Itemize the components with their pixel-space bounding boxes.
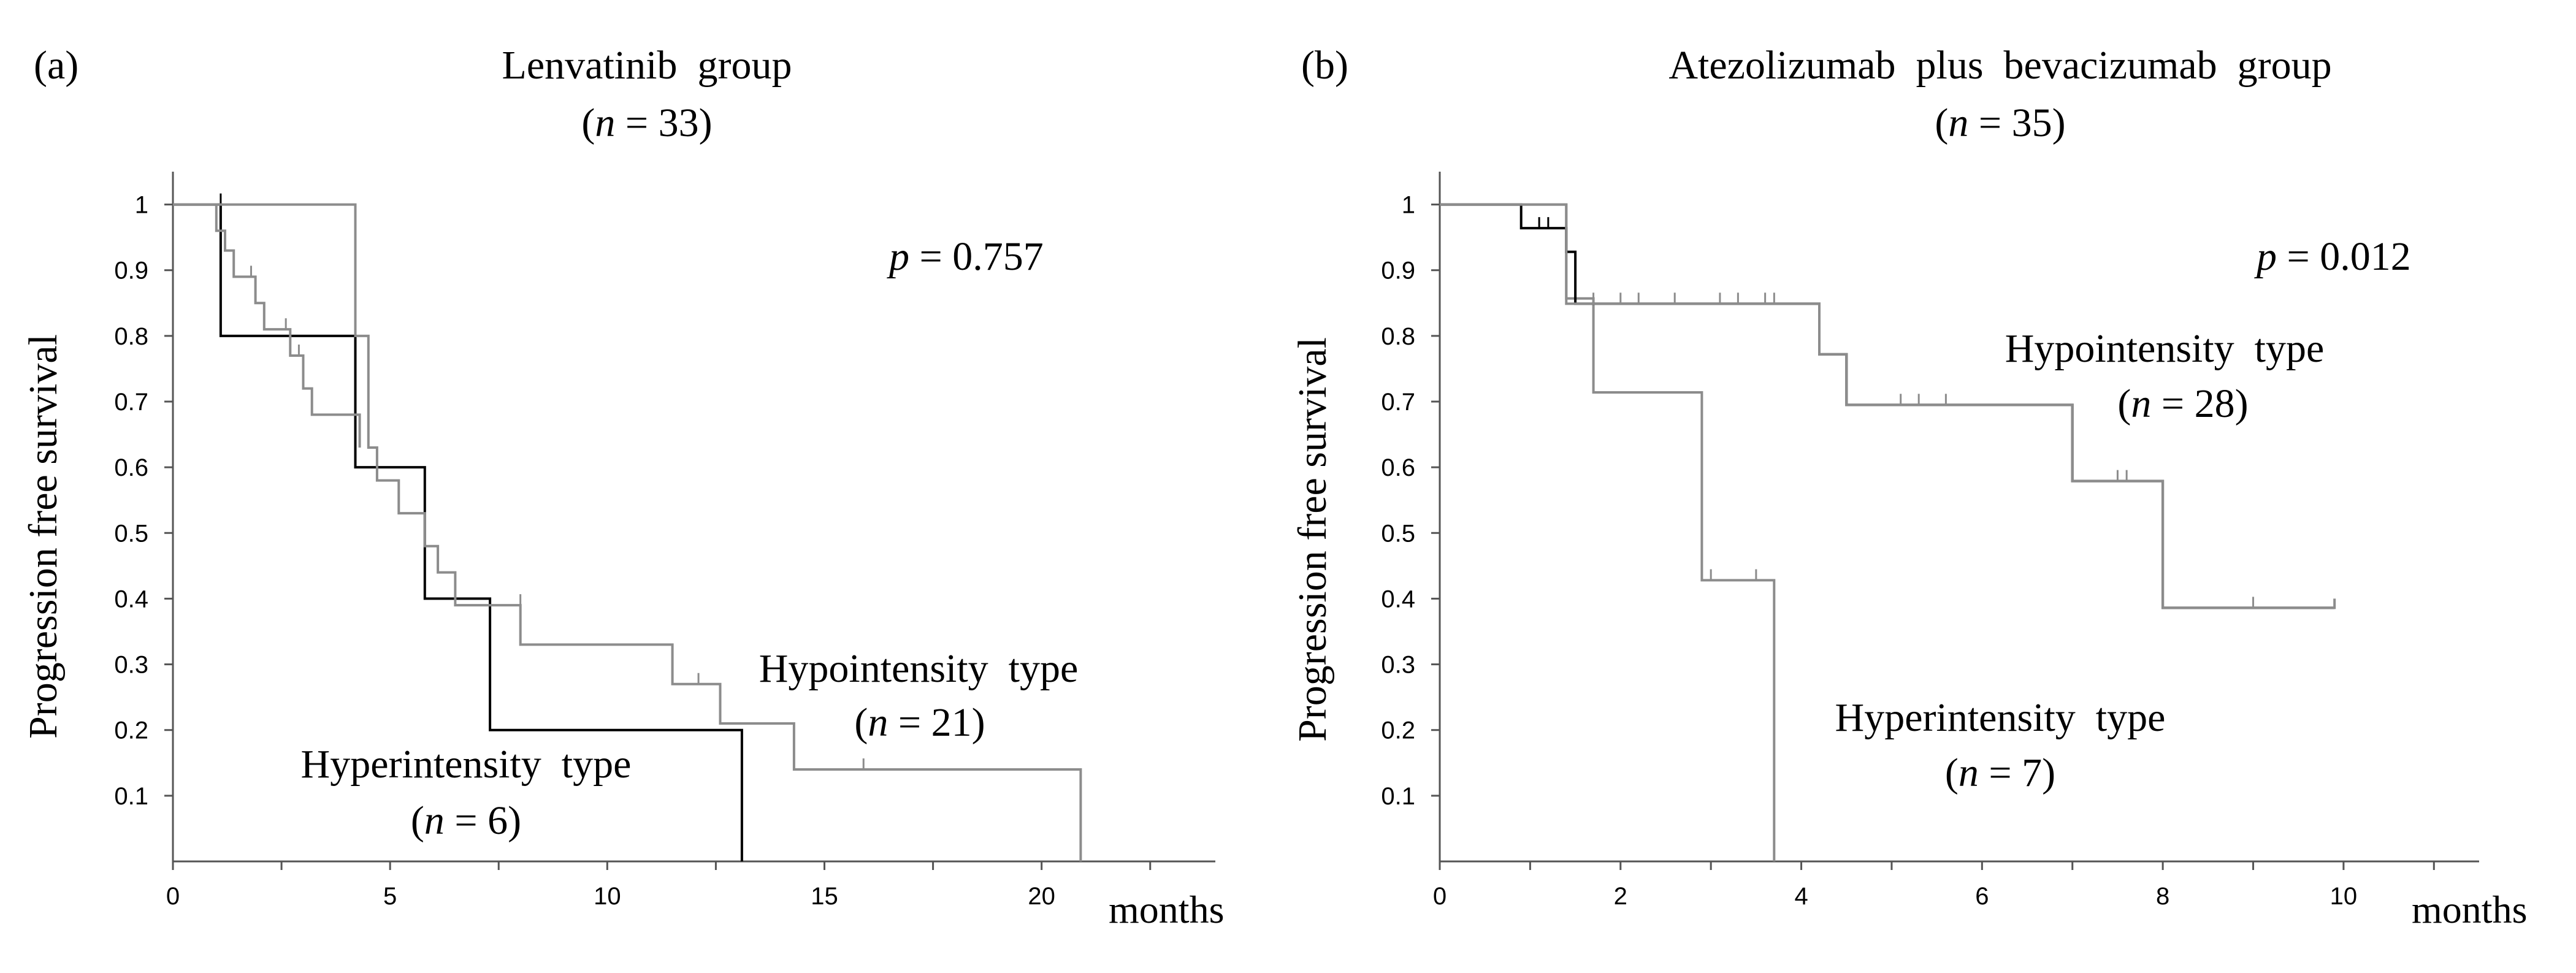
panel-a-y-tick-label: 0.8 xyxy=(114,323,148,350)
panel-a-title: Lenvatinib group xyxy=(502,43,792,88)
panel-b-y-axis-label: Progression free survival xyxy=(1290,337,1335,742)
panel-b-y-tick-label: 0.2 xyxy=(1381,717,1415,744)
panel-a-lenvatinib: (a) Lenvatinib group (n = 33) Progressio… xyxy=(21,43,1224,931)
panel-a-annotation-hyperintensity: Hyperintensity type xyxy=(301,742,632,787)
panel-a-series-line-0 xyxy=(173,203,743,861)
panel-a-annotation-hyperintensity-n: (n = 6) xyxy=(411,798,521,843)
panel-a-x-tick-label: 5 xyxy=(383,883,397,910)
panel-a-y-tick-label: 0.6 xyxy=(114,454,148,481)
panel-b-y-tick-label: 0.5 xyxy=(1381,520,1415,547)
panel-b-y-tick-label: 0.9 xyxy=(1381,258,1415,284)
panel-a-subtitle: (n = 33) xyxy=(581,101,712,145)
panel-a-y-tick-label: 0.9 xyxy=(114,258,148,284)
panel-b-y-tick-label: 0.8 xyxy=(1381,323,1415,350)
panel-b-annotation-hyperintensity: Hyperintensity type xyxy=(1835,695,2166,740)
panel-b-label: (b) xyxy=(1301,43,1348,88)
panel-a-x-axis-label: months xyxy=(1109,888,1224,931)
panel-a-y-tick-label: 0.2 xyxy=(114,717,148,744)
panel-b-x-tick-label: 4 xyxy=(1794,883,1808,910)
panel-b-y-tick-label: 1 xyxy=(1402,192,1415,219)
panel-a-y-axis-label: Progression free survival xyxy=(21,334,66,739)
panel-b-y-tick-label: 0.3 xyxy=(1381,652,1415,679)
panel-a-p-value: p = 0.757 xyxy=(887,234,1044,279)
panel-a-y-tick-label: 0.3 xyxy=(114,652,148,679)
panel-b-annotation-hyperintensity-n: (n = 7) xyxy=(1945,750,2055,795)
panel-a-y-tick-label: 0.7 xyxy=(114,389,148,416)
panel-a-x-tick-label: 15 xyxy=(811,883,838,910)
panel-b-x-tick-label: 10 xyxy=(2330,883,2358,910)
panel-a-x-tick-label: 20 xyxy=(1028,883,1055,910)
panel-b-x-tick-label: 0 xyxy=(1433,883,1447,910)
panel-b-annotation-hypointensity-n: (n = 28) xyxy=(2117,381,2248,426)
panel-b-y-tick-label: 0.4 xyxy=(1381,586,1415,612)
panel-b-series-line-2 xyxy=(1440,203,2336,609)
panel-b-atezolizumab: (b) Atezolizumab plus bevacizumab group … xyxy=(1290,43,2527,931)
panel-b-y-tick-label: 0.1 xyxy=(1381,783,1415,810)
panel-a-annotation-hypointensity: Hypointensity type xyxy=(759,646,1079,691)
panel-a-series-line-1 xyxy=(173,203,1082,861)
panel-a-x-tick-label: 10 xyxy=(594,883,621,910)
panel-b-subtitle: (n = 35) xyxy=(1935,101,2065,145)
panel-a-series-line-2 xyxy=(173,203,361,448)
panel-b-annotation-hypointensity: Hypointensity type xyxy=(2005,326,2325,371)
panel-b-y-tick-label: 0.7 xyxy=(1381,389,1415,416)
panel-b-p-value: p = 0.012 xyxy=(2254,234,2411,279)
panel-a-y-tick-label: 0.1 xyxy=(114,783,148,810)
panel-b-y-tick-label: 0.6 xyxy=(1381,454,1415,481)
panel-a-x-tick-label: 0 xyxy=(166,883,180,910)
panel-a-y-tick-label: 0.5 xyxy=(114,520,148,547)
panel-b-x-tick-label: 6 xyxy=(1975,883,1989,910)
panel-b-x-axis-label: months xyxy=(2412,888,2527,931)
panel-a-label: (a) xyxy=(34,43,78,88)
panel-a-y-tick-label: 0.4 xyxy=(114,586,148,612)
panel-b-title: Atezolizumab plus bevacizumab group xyxy=(1668,43,2331,88)
panel-b-x-tick-label: 2 xyxy=(1614,883,1627,910)
panel-a-annotation-hypointensity-n: (n = 21) xyxy=(854,700,985,745)
panel-a-y-tick-label: 1 xyxy=(135,192,148,219)
panel-b-x-tick-label: 8 xyxy=(2156,883,2169,910)
